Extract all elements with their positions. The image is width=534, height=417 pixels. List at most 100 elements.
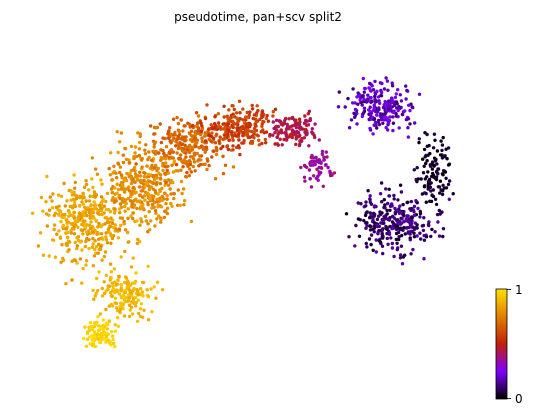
scatter-point: [264, 141, 268, 145]
scatter-point: [129, 265, 134, 269]
scatter-point: [138, 140, 142, 145]
scatter-point: [429, 234, 433, 239]
scatter-point: [355, 95, 359, 99]
scatter-point: [384, 187, 388, 191]
scatter-point: [143, 198, 147, 202]
scatter-point: [135, 206, 139, 211]
scatter-point: [176, 146, 181, 151]
scatter-point: [218, 135, 222, 139]
scatter-point: [391, 121, 396, 125]
scatter-point: [410, 225, 414, 229]
scatter-point: [400, 112, 405, 117]
scatter-point: [99, 224, 103, 229]
scatter-point: [74, 223, 78, 227]
scatter-point: [123, 209, 127, 213]
colorbar-label-min: 0: [515, 392, 523, 406]
scatter-point: [401, 255, 406, 259]
scatter-point: [255, 104, 259, 108]
scatter-point: [356, 102, 360, 106]
scatter-point: [136, 298, 140, 302]
scatter-point: [163, 171, 167, 176]
scatter-point: [201, 145, 206, 150]
scatter-point: [158, 189, 162, 193]
scatter-point: [403, 109, 407, 113]
scatter-point: [138, 193, 142, 197]
scatter-point: [206, 159, 210, 163]
scatter-point: [399, 190, 404, 194]
scatter-point: [204, 148, 208, 152]
scatter-point: [373, 79, 377, 84]
scatter-point: [80, 222, 84, 227]
scatter-point: [374, 250, 378, 254]
scatter-point: [404, 97, 408, 101]
scatter-point: [73, 180, 78, 185]
scatter-point: [204, 145, 209, 149]
scatter-point: [296, 121, 300, 126]
scatter-point: [61, 256, 65, 261]
scatter-point: [45, 224, 50, 228]
scatter-point: [189, 148, 193, 153]
scatter-point: [434, 202, 439, 207]
scatter-point: [165, 193, 169, 198]
scatter-point: [266, 119, 271, 123]
scatter-point: [118, 196, 122, 201]
scatter-point: [390, 241, 394, 246]
scatter-point: [122, 222, 126, 226]
scatter-point: [371, 88, 376, 92]
scatter-point: [210, 131, 214, 135]
scatter-point: [216, 121, 221, 125]
scatter-point: [114, 171, 118, 175]
scatter-point: [160, 186, 164, 191]
scatter-point: [123, 228, 128, 232]
scatter-point: [211, 127, 215, 131]
scatter-point: [72, 232, 77, 236]
scatter-point: [129, 214, 133, 218]
scatter-point: [163, 164, 167, 169]
scatter-point: [387, 194, 392, 198]
scatter-point: [308, 117, 312, 121]
scatter-point: [58, 235, 62, 239]
scatter-point: [112, 164, 116, 168]
scatter-point: [290, 115, 295, 120]
scatter-point: [409, 199, 413, 204]
scatter-point: [231, 144, 235, 148]
scatter-point: [245, 127, 249, 132]
scatter-point: [87, 325, 91, 330]
scatter-point: [169, 132, 173, 136]
scatter-point: [275, 142, 279, 146]
scatter-point: [197, 146, 201, 150]
scatter-point: [396, 88, 400, 92]
scatter-point: [152, 166, 157, 170]
scatter-point: [336, 105, 341, 109]
scatter-point: [82, 210, 86, 214]
scatter-point: [311, 163, 315, 167]
scatter-point: [76, 238, 81, 243]
scatter-point: [116, 150, 120, 155]
scatter-point: [386, 107, 391, 111]
scatter-point: [181, 129, 185, 133]
scatter-point: [414, 225, 419, 229]
scatter-point: [285, 136, 289, 140]
scatter-point: [435, 149, 440, 153]
scatter-point: [95, 232, 99, 236]
scatter-point: [30, 211, 35, 215]
scatter-point: [400, 217, 404, 221]
scatter-point: [132, 179, 136, 183]
scatter-point: [60, 243, 64, 247]
scatter-point: [412, 204, 417, 209]
scatter-point: [149, 124, 153, 128]
scatter-point: [73, 193, 78, 197]
scatter-point: [173, 130, 177, 135]
scatter-point: [87, 246, 91, 251]
scatter-point: [130, 205, 134, 209]
scatter-point: [368, 105, 372, 109]
scatter-point: [170, 163, 174, 167]
scatter-point: [88, 194, 92, 198]
scatter-point: [176, 169, 180, 173]
scatter-point: [52, 227, 56, 232]
scatter-point: [384, 226, 388, 231]
scatter-point: [132, 155, 136, 159]
scatter-point: [171, 156, 175, 160]
scatter-point: [416, 206, 420, 211]
scatter-point: [322, 158, 326, 162]
